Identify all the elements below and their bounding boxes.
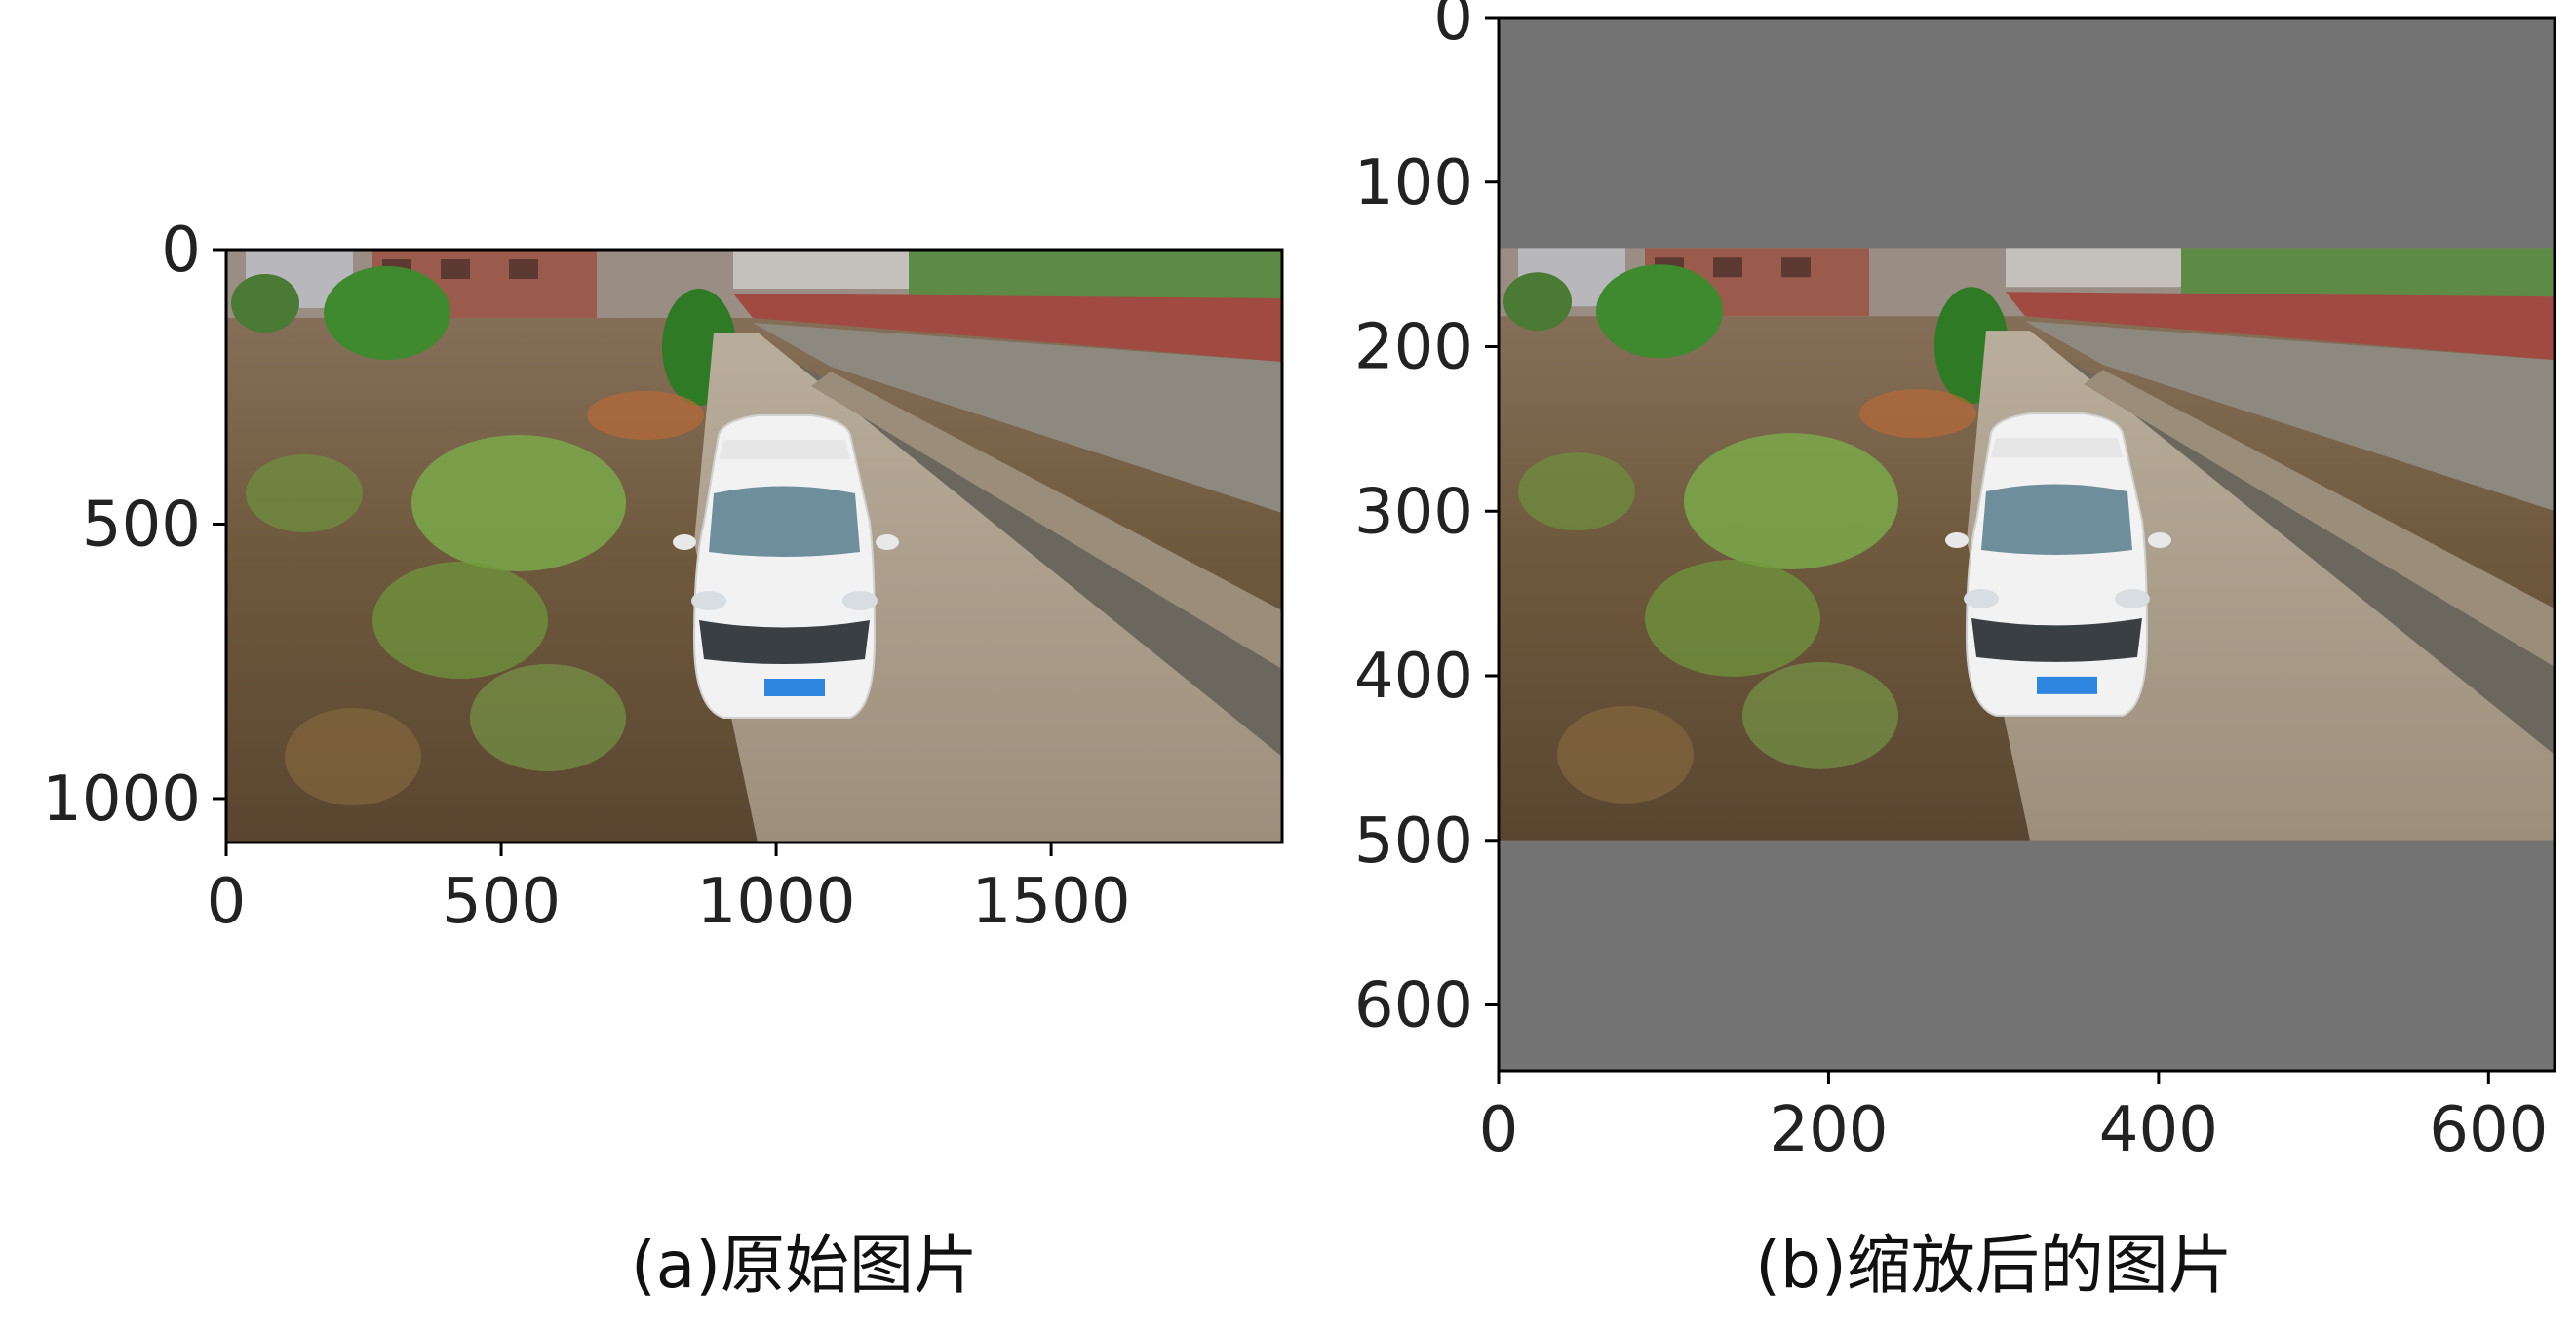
x-tick-label-b: 200	[1769, 1094, 1888, 1166]
x-tick-label-a: 1000	[697, 866, 856, 938]
y-tick-label-b: 200	[1354, 312, 1473, 384]
y-tick-label-b: 600	[1354, 970, 1473, 1042]
x-tick-label-a: 0	[207, 866, 247, 938]
x-axis-a: 0 500 1000 1500	[207, 843, 1131, 938]
y-tick-label-b: 0	[1433, 0, 1473, 55]
caption-a: (a)原始图片	[631, 1228, 978, 1303]
subplot-a: 0 500 1000 1500 0 500 1000 (a)原始图片	[42, 215, 1284, 1303]
y-tick-label-b: 400	[1354, 641, 1473, 713]
subplot-b: 0 200 400 600 0 100 200 300 400 500 600 (b)缩放后的图片	[1354, 0, 2556, 1303]
axes-frame-b	[1497, 16, 2556, 1073]
y-tick-label-a: 0	[161, 215, 201, 287]
x-tick-label-b: 400	[2099, 1094, 2218, 1166]
x-axis-b: 0 200 400 600	[1479, 1071, 2548, 1166]
x-tick-label-b: 0	[1479, 1094, 1519, 1166]
x-tick-label-a: 500	[442, 866, 561, 938]
y-axis-b: 0 100 200 300 400 500 600	[1354, 0, 1499, 1042]
resized-image	[1499, 248, 2555, 841]
y-tick-label-a: 1000	[42, 764, 201, 836]
y-tick-label-b: 500	[1354, 805, 1473, 878]
original-image	[226, 250, 1282, 843]
y-tick-label-b: 100	[1354, 147, 1473, 219]
x-tick-label-b: 600	[2429, 1094, 2548, 1166]
caption-b: (b)缩放后的图片	[1755, 1228, 2232, 1303]
y-tick-label-a: 500	[82, 489, 201, 561]
x-tick-label-a: 1500	[972, 866, 1131, 938]
y-tick-label-b: 300	[1354, 476, 1473, 548]
axes-frame-a	[224, 248, 1284, 844]
y-axis-a: 0 500 1000	[42, 215, 226, 836]
